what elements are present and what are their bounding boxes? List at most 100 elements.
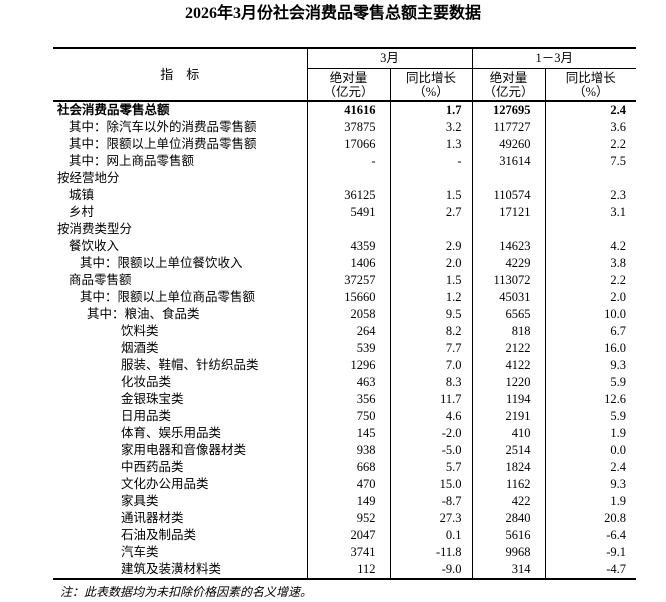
march-absolute-cell: 41616	[306, 101, 390, 119]
indicator-cell: 化妆品类	[121, 375, 172, 389]
indicator-cell: 中西药品类	[121, 460, 184, 474]
indicator-cell: 其中：限额以上单位商品零售额	[80, 290, 256, 304]
march-absolute-cell: 149	[306, 493, 390, 510]
indicator-cell: 按消费类型分	[57, 222, 133, 236]
jan-mar-yoy-cell: 2.2	[544, 272, 637, 289]
jan-mar-absolute-cell: 1220	[471, 374, 546, 391]
march-absolute-cell: 463	[306, 374, 390, 391]
march-absolute-cell: 668	[306, 459, 390, 476]
retail-sales-table: 指 标 3月 1－3月 绝对量 （亿元） 同比增长 （%） 绝对量 （亿元）	[53, 47, 637, 580]
table-row: 其中：网上商品零售额 - -31614 7.5	[53, 153, 637, 170]
absolute-header-line1: 绝对量	[329, 70, 368, 85]
absolute-header-line2: （亿元）	[323, 84, 374, 99]
jan-mar-yoy-cell: 12.6	[544, 391, 637, 408]
march-yoy-cell: 7.0	[389, 357, 473, 374]
indicator-cell: 城镇	[69, 188, 95, 202]
jan-mar-yoy-cell: 2.0	[544, 289, 637, 306]
jan-mar-absolute-cell: 2191	[471, 408, 546, 425]
jan-mar-yoy-cell: 2.4	[544, 101, 637, 119]
jan-mar-yoy-cell: 0.0	[544, 442, 637, 459]
yoy-header-line1: 同比增长	[565, 70, 616, 85]
march-absolute-cell: 112	[306, 561, 390, 579]
march-yoy-cell: 2.9	[389, 238, 473, 255]
jan-mar-absolute-cell: 818	[471, 323, 546, 340]
table-row: 化妆品类 463 8.3 1220 5.9	[53, 374, 637, 391]
jan-mar-absolute-cell: 14623	[471, 238, 546, 255]
jan-mar-absolute-cell: 127695	[471, 101, 546, 119]
table-row: 文化办公用品类 470 15.0 1162 9.3	[53, 476, 637, 493]
march-yoy-cell: -5.0	[389, 442, 473, 459]
jan-mar-absolute-cell: 45031	[471, 289, 546, 306]
march-yoy-cell: -	[389, 153, 473, 170]
table-row: 家用电器和音像器材类 938 -5.0 2514 0.0	[53, 442, 637, 459]
table-header: 指 标 3月 1－3月 绝对量 （亿元） 同比增长 （%） 绝对量 （亿元）	[53, 48, 637, 102]
march-absolute-cell: 356	[306, 391, 390, 408]
jan-mar-yoy-cell: 1.9	[544, 493, 637, 510]
march-absolute-cell: 17066	[306, 136, 390, 153]
march-yoy-cell	[389, 221, 473, 238]
indicator-cell: 通讯器材类	[121, 511, 184, 525]
march-yoy-cell: 5.7	[389, 459, 473, 476]
jan-mar-yoy-cell: 5.9	[544, 374, 637, 391]
indicator-cell: 建筑及装潢材料类	[121, 562, 222, 576]
jan-mar-absolute-cell: 110574	[471, 187, 546, 204]
indicator-cell: 金银珠宝类	[121, 392, 184, 406]
march-absolute-cell: 37875	[306, 119, 390, 136]
jan-mar-yoy-cell: -4.7	[544, 561, 637, 579]
march-yoy-cell: 3.2	[389, 119, 473, 136]
jan-mar-absolute-cell: 113072	[471, 272, 546, 289]
table-row: 其中：粮油、食品类 2058 9.5 6565 10.0	[53, 306, 637, 323]
indicator-cell: 商品零售额	[69, 273, 132, 287]
indicator-cell: 服装、鞋帽、针纺织品类	[121, 358, 259, 372]
march-absolute-cell: 938	[306, 442, 390, 459]
indicator-cell: 其中：网上商品零售额	[69, 154, 195, 168]
indicator-cell: 其中：限额以上单位餐饮收入	[80, 256, 243, 270]
table-row: 烟酒类 539 7.7 2122 16.0	[53, 340, 637, 357]
march-absolute-cell	[306, 170, 390, 187]
jan-mar-yoy-cell	[544, 170, 637, 187]
march-yoy-cell: 1.5	[389, 187, 473, 204]
march-yoy-cell: 0.1	[389, 527, 473, 544]
header-group-row: 指 标 3月 1－3月	[53, 48, 637, 102]
table-row: 其中：限额以上单位餐饮收入 1406 2.0 4229 3.8	[53, 255, 637, 272]
march-yoy-cell: -11.8	[389, 544, 473, 561]
jan-mar-absolute-cell: 17121	[471, 204, 546, 221]
march-absolute-cell: 37257	[306, 272, 390, 289]
jan-mar-yoy-cell: 7.5	[544, 153, 637, 170]
jan-mar-yoy-header: 同比增长 （%）	[544, 68, 637, 102]
jan-mar-yoy-cell: 9.3	[544, 357, 637, 374]
table-row: 社会消费品零售总额 41616 1.7 127695 2.4	[53, 101, 637, 119]
jan-mar-yoy-cell: -9.1	[544, 544, 637, 561]
march-absolute-cell: 750	[306, 408, 390, 425]
march-yoy-cell: 27.3	[389, 510, 473, 527]
table-row: 日用品类 750 4.6 2191 5.9	[53, 408, 637, 425]
march-yoy-cell: 11.7	[389, 391, 473, 408]
march-absolute-cell: 5491	[306, 204, 390, 221]
indicator-cell: 其中：除汽车以外的消费品零售额	[69, 120, 257, 134]
jan-mar-absolute-cell: 2514	[471, 442, 546, 459]
march-yoy-cell: 15.0	[389, 476, 473, 493]
table-row: 建筑及装潢材料类 112 -9.0 314 -4.7	[53, 561, 637, 579]
march-absolute-cell: 1296	[306, 357, 390, 374]
page-title: 2026年3月份社会消费品零售总额主要数据	[184, 5, 481, 22]
march-absolute-cell: 2047	[306, 527, 390, 544]
march-yoy-cell: 7.7	[389, 340, 473, 357]
table-row: 中西药品类 668 5.7 1824 2.4	[53, 459, 637, 476]
table-row: 城镇 36125 1.5 110574 2.3	[53, 187, 637, 204]
table-row: 乡村 5491 2.7 17121 3.1	[53, 204, 637, 221]
indicator-cell: 餐饮收入	[69, 239, 120, 253]
march-absolute-cell: 539	[306, 340, 390, 357]
indicator-cell: 家用电器和音像器材类	[121, 443, 247, 457]
jan-mar-yoy-cell: -6.4	[544, 527, 637, 544]
indicator-cell: 汽车类	[121, 545, 159, 559]
march-yoy-cell: 8.3	[389, 374, 473, 391]
jan-mar-absolute-cell: 117727	[471, 119, 546, 136]
indicator-header: 指 标	[53, 48, 307, 102]
table-row: 餐饮收入 4359 2.9 14623 4.2	[53, 238, 637, 255]
march-absolute-cell: 3741	[306, 544, 390, 561]
jan-mar-absolute-cell: 2840	[471, 510, 546, 527]
jan-mar-yoy-cell: 9.3	[544, 476, 637, 493]
table-row: 商品零售额 37257 1.5 113072 2.2	[53, 272, 637, 289]
march-absolute-cell: 2058	[306, 306, 390, 323]
